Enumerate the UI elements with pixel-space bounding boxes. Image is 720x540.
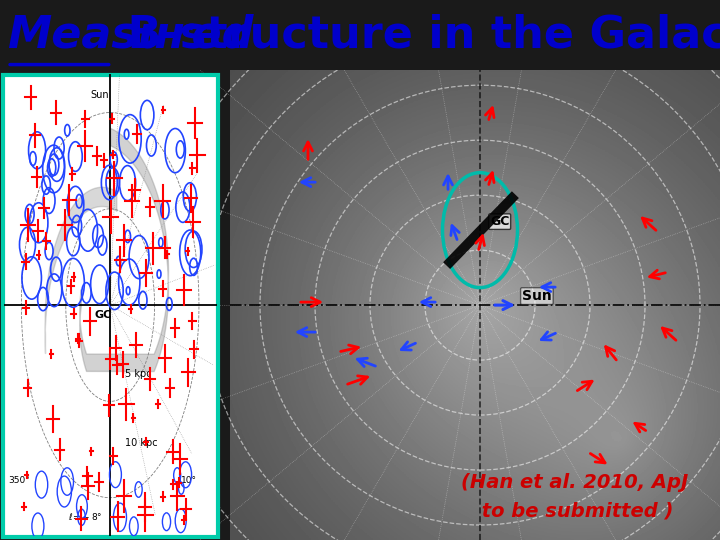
Text: to be submitted ): to be submitted ): [475, 502, 673, 521]
Bar: [3, 75, 218, 537]
Text: GC: GC: [94, 310, 112, 320]
Text: Measured: Measured: [7, 14, 253, 57]
Text: GC: GC: [490, 215, 509, 228]
Text: (Han et al. 2010, ApJ: (Han et al. 2010, ApJ: [461, 473, 688, 492]
Text: 10°: 10°: [181, 476, 197, 485]
Text: $\ell\!=\!-8°$: $\ell\!=\!-8°$: [68, 511, 102, 522]
Text: 350°: 350°: [8, 476, 30, 485]
Text: 10 kpc: 10 kpc: [125, 438, 158, 448]
Text: Sun: Sun: [522, 289, 552, 303]
Text: B-structure in the Galactic disk: B-structure in the Galactic disk: [112, 14, 720, 57]
Text: Sun: Sun: [90, 90, 109, 100]
Text: 5 kpc: 5 kpc: [125, 369, 152, 379]
